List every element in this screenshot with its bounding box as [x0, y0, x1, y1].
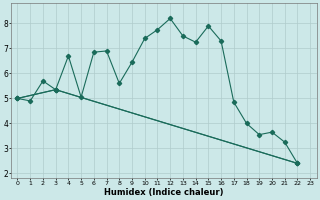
- X-axis label: Humidex (Indice chaleur): Humidex (Indice chaleur): [104, 188, 224, 197]
